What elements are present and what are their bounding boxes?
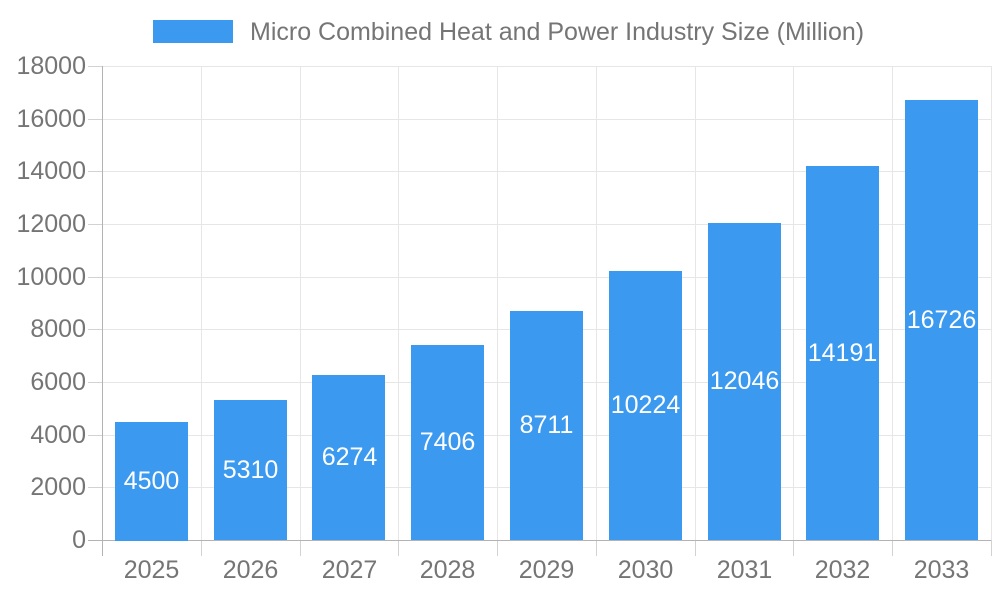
x-axis-tick-label: 2033 (913, 556, 970, 584)
y-axis-tick (88, 382, 102, 383)
x-axis-tick (201, 540, 202, 556)
bar-value-label: 10224 (610, 391, 681, 419)
bar-value-label: 4500 (123, 467, 180, 495)
x-axis-tick-label: 2025 (123, 556, 180, 584)
x-gridline (497, 66, 498, 540)
x-axis-tick-label: 2028 (419, 556, 476, 584)
y-gridline (102, 171, 991, 172)
y-axis-tick (88, 487, 102, 488)
y-axis-tick-label: 0 (72, 526, 86, 554)
legend-swatch (153, 20, 233, 43)
bar (214, 400, 287, 540)
x-axis-tick-label: 2027 (321, 556, 378, 584)
bar-value-label: 5310 (222, 456, 279, 484)
x-gridline (201, 66, 202, 540)
bar-value-label: 7406 (419, 428, 476, 456)
y-axis-tick (88, 277, 102, 278)
x-axis-tick (695, 540, 696, 556)
bar-value-label: 14191 (807, 339, 878, 367)
y-axis-tick (88, 224, 102, 225)
x-axis-tick (398, 540, 399, 556)
x-axis-tick-label: 2029 (518, 556, 575, 584)
bar (510, 311, 583, 540)
x-axis-tick (300, 540, 301, 556)
y-gridline (102, 119, 991, 120)
legend-series-label: Micro Combined Heat and Power Industry S… (250, 18, 865, 46)
bar (312, 375, 385, 540)
x-gridline (695, 66, 696, 540)
y-axis-tick-label: 8000 (30, 315, 86, 343)
bar (115, 422, 188, 541)
x-axis-tick (793, 540, 794, 556)
bar-value-label: 16726 (906, 306, 977, 334)
x-gridline (300, 66, 301, 540)
bar (708, 223, 781, 540)
x-axis-tick (991, 540, 992, 556)
y-axis-tick-label: 18000 (16, 52, 86, 80)
y-axis-tick-label: 2000 (30, 473, 86, 501)
bar-value-label: 6274 (321, 443, 378, 471)
bar (806, 166, 879, 540)
y-axis-tick-label: 14000 (16, 157, 86, 185)
y-axis-tick-label: 10000 (16, 263, 86, 291)
x-gridline (892, 66, 893, 540)
x-gridline (596, 66, 597, 540)
y-axis-tick (88, 119, 102, 120)
y-axis-tick (88, 171, 102, 172)
y-axis-tick-label: 12000 (16, 210, 86, 238)
bar (905, 100, 978, 540)
x-axis-tick-label: 2030 (617, 556, 674, 584)
bar (609, 271, 682, 540)
y-axis-line (102, 66, 103, 540)
x-axis-tick-label: 2032 (814, 556, 871, 584)
legend: Micro Combined Heat and Power Industry S… (0, 0, 1000, 55)
y-gridline (102, 277, 991, 278)
y-axis-tick-label: 6000 (30, 368, 86, 396)
x-axis-line (88, 540, 991, 541)
bar-value-label: 12046 (709, 367, 780, 395)
x-axis-tick (892, 540, 893, 556)
x-axis-tick (497, 540, 498, 556)
y-gridline (102, 224, 991, 225)
x-axis-tick-label: 2026 (222, 556, 279, 584)
y-axis-tick (88, 66, 102, 67)
y-axis-tick (88, 435, 102, 436)
x-axis-tick (596, 540, 597, 556)
bar (411, 345, 484, 540)
y-axis-tick-label: 16000 (16, 105, 86, 133)
y-gridline (102, 66, 991, 67)
y-axis-tick (88, 329, 102, 330)
x-gridline (991, 66, 992, 540)
x-axis-tick (102, 540, 103, 556)
x-axis-tick-label: 2031 (716, 556, 773, 584)
x-gridline (398, 66, 399, 540)
y-axis-tick-label: 4000 (30, 421, 86, 449)
bar-value-label: 8711 (519, 411, 574, 439)
x-gridline (793, 66, 794, 540)
